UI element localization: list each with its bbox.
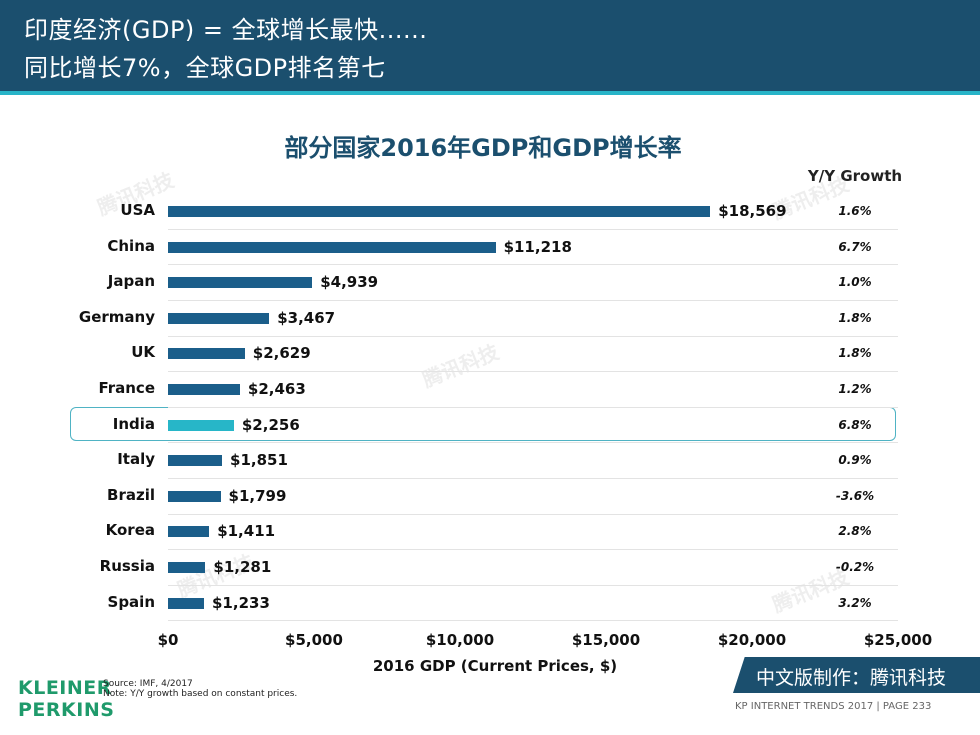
- growth-label-spain: 3.2%: [838, 595, 872, 610]
- value-label-usa: $18,569: [718, 202, 787, 220]
- source-note: Source: IMF, 4/2017: [103, 679, 193, 689]
- row-divider: [168, 264, 898, 266]
- header-title-line1: 印度经济(GDP) = 全球增长最快......: [24, 16, 428, 44]
- bar-china: [168, 241, 496, 253]
- growth-column-header: Y/Y Growth: [807, 167, 903, 185]
- category-label-france: France: [98, 379, 155, 397]
- category-label-uk: UK: [131, 343, 155, 362]
- bar-india: [168, 419, 234, 431]
- value-label-uk: $2,629: [252, 344, 311, 363]
- growth-label-korea: 2.8%: [838, 524, 872, 539]
- row-divider: [168, 513, 898, 515]
- bar-france: [168, 384, 240, 395]
- bar-germany: [168, 312, 270, 324]
- value-label-spain: $1,233: [212, 593, 270, 612]
- value-label-japan: $4,939: [320, 273, 379, 292]
- value-label-china: $11,218: [503, 237, 572, 256]
- header-accent-rule: [0, 91, 980, 95]
- row-divider: [168, 478, 898, 479]
- growth-label-brazil: -3.6%: [835, 488, 875, 503]
- page-footer: KP INTERNET TRENDS 2017 | PAGE 233: [735, 701, 932, 712]
- growth-label-japan: 1.0%: [838, 275, 872, 290]
- value-label-brazil: $1,799: [228, 486, 287, 505]
- growth-label-russia: -0.2%: [835, 560, 875, 574]
- row-divider: [168, 228, 898, 230]
- header-banner: 印度经济(GDP) = 全球增长最快...... 同比增长7%，全球GDP排名第…: [0, 0, 980, 91]
- row-divider: [168, 442, 898, 444]
- category-label-china: China: [107, 236, 155, 255]
- bar-uk: [168, 348, 245, 360]
- row-divider: [168, 371, 898, 373]
- growth-label-uk: 1.8%: [838, 346, 872, 361]
- row-divider: [168, 620, 898, 622]
- chart-title: 部分国家2016年GDP和GDP增长率: [284, 134, 682, 162]
- x-tick-label: $0: [157, 631, 179, 649]
- category-label-india: India: [112, 414, 155, 433]
- cn-banner-text: 中文版制作：腾讯科技: [756, 667, 947, 689]
- category-label-russia: Russia: [99, 557, 155, 575]
- logo-kleiner: KLEINER: [18, 677, 112, 699]
- x-axis-label: 2016 GDP (Current Prices, $): [372, 657, 618, 675]
- row-divider: [168, 335, 898, 337]
- logo-perkins: PERKINS: [18, 699, 115, 721]
- category-label-korea: Korea: [105, 521, 155, 540]
- category-label-germany: Germany: [78, 307, 155, 326]
- x-tick-label: $25,000: [863, 631, 933, 649]
- bar-usa: [168, 206, 711, 217]
- bar-korea: [168, 526, 210, 538]
- growth-label-usa: 1.6%: [838, 204, 872, 218]
- value-label-france: $2,463: [247, 380, 306, 398]
- category-label-usa: USA: [120, 201, 155, 219]
- row-divider: [168, 549, 898, 551]
- growth-label-india: 6.8%: [838, 417, 872, 432]
- x-tick-label: $15,000: [571, 631, 641, 649]
- bar-brazil: [168, 490, 221, 502]
- bar-spain: [168, 597, 204, 609]
- watermark: 腾讯科技: [418, 339, 503, 393]
- growth-label-china: 6.7%: [838, 239, 872, 254]
- value-label-germany: $3,467: [277, 308, 336, 327]
- row-divider: [168, 406, 898, 408]
- value-label-russia: $1,281: [213, 558, 272, 576]
- value-label-italy: $1,851: [230, 451, 288, 470]
- category-label-italy: Italy: [117, 450, 155, 469]
- growth-label-germany: 1.8%: [838, 310, 872, 325]
- bar-italy: [168, 455, 223, 467]
- value-label-india: $2,256: [241, 415, 300, 434]
- growth-label-france: 1.2%: [838, 382, 872, 396]
- growth-label-italy: 0.9%: [838, 453, 872, 468]
- x-tick-label: $20,000: [717, 631, 787, 649]
- value-label-korea: $1,411: [217, 522, 276, 541]
- bar-japan: [168, 277, 313, 289]
- category-label-japan: Japan: [107, 272, 155, 291]
- x-tick-label: $10,000: [425, 631, 495, 649]
- bar-russia: [168, 562, 206, 573]
- header-title-line2: 同比增长7%，全球GDP排名第七: [24, 54, 386, 82]
- row-divider: [168, 300, 898, 301]
- category-label-spain: Spain: [107, 592, 155, 611]
- category-label-brazil: Brazil: [107, 485, 155, 504]
- growth-note: Note: Y/Y growth based on constant price…: [103, 689, 298, 699]
- x-tick-label: $5,000: [285, 631, 343, 649]
- row-divider: [168, 584, 898, 586]
